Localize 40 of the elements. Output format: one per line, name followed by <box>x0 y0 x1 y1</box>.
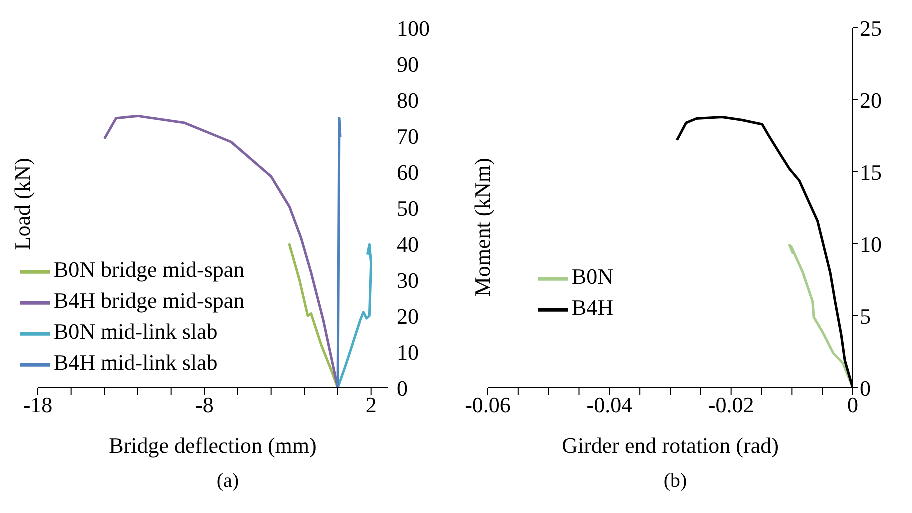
y-tick-label: 30 <box>397 268 419 293</box>
text: (b) <box>662 470 688 493</box>
x-tick-label: 2 <box>366 392 377 418</box>
y-tick-label: 15 <box>860 160 882 185</box>
x-tick-label: -0.04 <box>586 392 633 418</box>
y-tick-label: 70 <box>397 124 419 149</box>
legend-label: B4H mid-link slab <box>54 350 218 375</box>
y-axis-title: Load (kN) <box>10 158 36 250</box>
x-tick-label: -0.02 <box>708 392 754 418</box>
y-tick-label: 80 <box>397 88 419 113</box>
x-tick-label: -18 <box>23 392 53 418</box>
legend-label: B0N mid-link slab <box>54 318 218 344</box>
y-tick-label: 40 <box>397 232 419 257</box>
x-tick-label: -8 <box>196 392 214 418</box>
y-axis-title: Moment (kNm) <box>470 158 496 297</box>
line-series <box>336 117 342 388</box>
legend-label: B4H bridge mid-span <box>54 288 245 313</box>
line-series <box>788 244 853 388</box>
legend-label: B0N <box>572 264 614 289</box>
legend-label: B4H <box>572 294 614 320</box>
y-tick-label: 20 <box>860 88 882 113</box>
y-tick-label: 20 <box>397 304 419 329</box>
y-tick-label: 10 <box>397 340 419 365</box>
text: (a) <box>216 470 240 493</box>
x-tick-label: -0.06 <box>465 392 511 418</box>
y-tick-label: 90 <box>397 52 419 77</box>
y-tick-label: 100 <box>397 16 430 41</box>
line-series <box>288 243 340 388</box>
y-tick-label: 60 <box>397 160 419 185</box>
y-tick-label: 5 <box>860 304 871 329</box>
line-series <box>336 243 373 388</box>
x-axis-title: Bridge deflection (mm) <box>109 433 317 458</box>
y-tick-label: 10 <box>860 232 882 257</box>
y-tick-label: 0 <box>860 376 871 401</box>
y-tick-label: 25 <box>860 16 882 41</box>
y-tick-label: 0 <box>397 376 408 401</box>
x-axis-title: Girder end rotation (rad) <box>562 433 779 458</box>
y-tick-label: 50 <box>397 196 419 221</box>
line-series <box>103 114 340 388</box>
legend-label: B0N bridge mid-span <box>54 257 245 282</box>
